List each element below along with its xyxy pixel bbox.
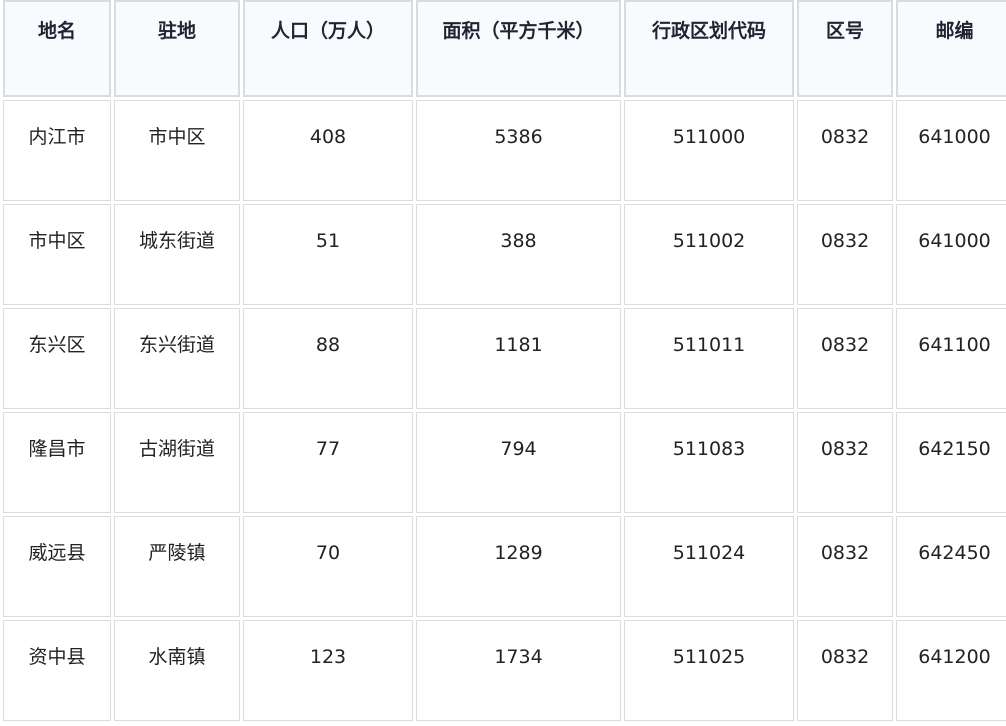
cell-area: 388	[416, 204, 621, 305]
cell-area: 794	[416, 412, 621, 513]
cell-postcode: 642150	[896, 412, 1006, 513]
cell-division-code: 511024	[624, 516, 794, 617]
cell-name: 东兴区	[3, 308, 111, 409]
cell-seat: 水南镇	[114, 620, 240, 721]
cell-population: 51	[243, 204, 413, 305]
cell-area-code: 0832	[797, 100, 893, 201]
cell-postcode: 641000	[896, 204, 1006, 305]
header-cell-postcode: 邮编	[896, 0, 1006, 97]
cell-name: 资中县	[3, 620, 111, 721]
cell-population: 88	[243, 308, 413, 409]
cell-seat: 市中区	[114, 100, 240, 201]
cell-postcode: 641200	[896, 620, 1006, 721]
cell-area-code: 0832	[797, 204, 893, 305]
cell-name: 内江市	[3, 100, 111, 201]
cell-area: 1289	[416, 516, 621, 617]
cell-population: 123	[243, 620, 413, 721]
cell-division-code: 511002	[624, 204, 794, 305]
cell-division-code: 511083	[624, 412, 794, 513]
cell-division-code: 511025	[624, 620, 794, 721]
header-cell-population: 人口（万人）	[243, 0, 413, 97]
table-row: 隆昌市 古湖街道 77 794 511083 0832 642150	[3, 412, 1006, 513]
cell-area-code: 0832	[797, 516, 893, 617]
cell-seat: 古湖街道	[114, 412, 240, 513]
header-cell-name: 地名	[3, 0, 111, 97]
cell-seat: 城东街道	[114, 204, 240, 305]
cell-population: 70	[243, 516, 413, 617]
cell-name: 市中区	[3, 204, 111, 305]
cell-division-code: 511011	[624, 308, 794, 409]
header-row: 地名 驻地 人口（万人） 面积（平方千米） 行政区划代码 区号 邮编	[3, 0, 1006, 97]
cell-seat: 严陵镇	[114, 516, 240, 617]
cell-name: 隆昌市	[3, 412, 111, 513]
cell-area: 1181	[416, 308, 621, 409]
header-cell-division-code: 行政区划代码	[624, 0, 794, 97]
header-cell-area: 面积（平方千米）	[416, 0, 621, 97]
cell-population: 77	[243, 412, 413, 513]
cell-area: 5386	[416, 100, 621, 201]
cell-seat: 东兴街道	[114, 308, 240, 409]
cell-area-code: 0832	[797, 308, 893, 409]
cell-postcode: 641000	[896, 100, 1006, 201]
table-row: 东兴区 东兴街道 88 1181 511011 0832 641100	[3, 308, 1006, 409]
table-row: 威远县 严陵镇 70 1289 511024 0832 642450	[3, 516, 1006, 617]
table-row: 资中县 水南镇 123 1734 511025 0832 641200	[3, 620, 1006, 721]
cell-area-code: 0832	[797, 620, 893, 721]
header-cell-area-code: 区号	[797, 0, 893, 97]
cell-population: 408	[243, 100, 413, 201]
cell-name: 威远县	[3, 516, 111, 617]
cell-postcode: 641100	[896, 308, 1006, 409]
table-row: 内江市 市中区 408 5386 511000 0832 641000	[3, 100, 1006, 201]
cell-postcode: 642450	[896, 516, 1006, 617]
header-cell-seat: 驻地	[114, 0, 240, 97]
cell-area: 1734	[416, 620, 621, 721]
cell-area-code: 0832	[797, 412, 893, 513]
table-row: 市中区 城东街道 51 388 511002 0832 641000	[3, 204, 1006, 305]
cell-division-code: 511000	[624, 100, 794, 201]
